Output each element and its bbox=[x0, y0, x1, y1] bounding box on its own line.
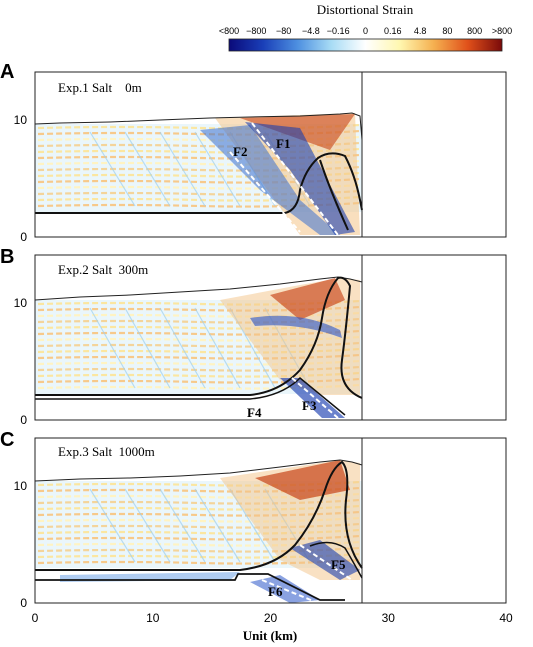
fault-label: F3 bbox=[302, 398, 317, 413]
panel-frame bbox=[34, 437, 507, 604]
x-tick-label: 30 bbox=[382, 611, 396, 625]
fault-trace bbox=[249, 394, 283, 403]
y-tick-label: 10 bbox=[14, 479, 28, 493]
fault-trace bbox=[261, 579, 319, 603]
y-tick-label: 10 bbox=[14, 113, 28, 127]
shear-streak bbox=[89, 131, 136, 207]
x-tick-label: 40 bbox=[499, 611, 513, 625]
colorbar-tick-label: <800 bbox=[219, 26, 239, 36]
panel-letter: B bbox=[0, 246, 14, 268]
experiment-label: Exp.3 Salt 1000m bbox=[58, 444, 155, 459]
y-tick-label: 0 bbox=[20, 596, 27, 610]
panel-b: B F3 F4 Exp.2 Salt 300m 0 10 bbox=[0, 246, 507, 427]
panel-frame bbox=[34, 254, 507, 421]
shear-streak bbox=[159, 131, 206, 207]
shear-streak bbox=[124, 488, 171, 563]
shear-streak bbox=[89, 488, 136, 563]
y-tick-label: 0 bbox=[20, 413, 27, 427]
shear-band bbox=[200, 125, 340, 235]
shear-streak bbox=[159, 307, 206, 389]
shear-streak bbox=[124, 131, 171, 207]
fault-label: F2 bbox=[233, 144, 247, 159]
strain-zone bbox=[255, 460, 350, 500]
y-tick-label: 10 bbox=[14, 296, 28, 310]
x-tick-labels: 0 10 20 30 40 bbox=[32, 611, 513, 625]
panel-letter: A bbox=[0, 61, 14, 83]
salt-layer-outline bbox=[309, 541, 363, 579]
fault-trace bbox=[229, 151, 301, 233]
salt-layer-outline bbox=[35, 573, 345, 601]
x-tick-label: 10 bbox=[146, 611, 160, 625]
fault-label: F1 bbox=[276, 136, 290, 151]
fault-trace bbox=[291, 377, 339, 419]
colorbar-tick-label: −80 bbox=[276, 26, 291, 36]
fault-label: F5 bbox=[331, 557, 346, 572]
colorbar-tick-labels: <800 −800 −80 −4.8 −0.16 0 0.16 4.8 80 800 >800 bbox=[219, 26, 512, 36]
salt-layer-outline bbox=[35, 152, 363, 214]
salt-layer-outline bbox=[319, 159, 349, 231]
experiment-label: Exp.1 Salt 0m bbox=[58, 80, 142, 95]
colorbar: Distortional Strain <800 −800 −80 −4.8 −0.16… bbox=[219, 2, 512, 52]
topography-line bbox=[35, 459, 363, 482]
fault-label: F6 bbox=[268, 584, 283, 599]
panel-c: C F5 F6 Exp.3 Salt 1000m 0 10 bbox=[0, 429, 507, 610]
colorbar-tick-label: 800 bbox=[467, 26, 482, 36]
salt-layer-outline bbox=[35, 376, 346, 416]
strain-zone bbox=[270, 278, 345, 320]
colorbar-tick-label: 4.8 bbox=[414, 26, 427, 36]
topography-line bbox=[35, 112, 363, 141]
fault-label: F4 bbox=[247, 405, 262, 420]
shear-streak bbox=[159, 488, 206, 563]
shear-streak bbox=[124, 307, 171, 389]
shear-band bbox=[250, 315, 342, 338]
panel-a-section: F1 F2 bbox=[35, 112, 363, 236]
x-tick-label: 20 bbox=[264, 611, 278, 625]
panel-b-section: F3 F4 bbox=[35, 276, 363, 420]
colorbar-tick-label: 0 bbox=[363, 26, 368, 36]
experiment-label: Exp.2 Salt 300m bbox=[58, 262, 148, 277]
colorbar-tick-label: >800 bbox=[492, 26, 512, 36]
shear-streak bbox=[194, 307, 241, 389]
panel-frame bbox=[34, 71, 507, 238]
shear-streak bbox=[194, 131, 241, 207]
salt-layer-outline bbox=[35, 460, 363, 571]
colorbar-tick-label: −0.16 bbox=[327, 26, 350, 36]
colorbar-tick-label: 0.16 bbox=[384, 26, 402, 36]
colorbar-tick-label: −800 bbox=[246, 26, 266, 36]
salt-layer-outline bbox=[35, 276, 363, 399]
x-axis: 0 10 20 30 40 Unit (km) bbox=[32, 611, 513, 643]
panel-a: A F1 F2 Exp.1 Salt 0m 0 10 bbox=[0, 61, 507, 244]
shear-streak bbox=[89, 307, 136, 389]
fault-trace bbox=[299, 544, 353, 581]
colorbar-tick-label: 80 bbox=[442, 26, 452, 36]
shear-streak bbox=[194, 488, 241, 563]
colorbar-tick-label: −4.8 bbox=[302, 26, 320, 36]
colorbar-bar bbox=[228, 38, 503, 52]
y-tick-label: 0 bbox=[20, 230, 27, 244]
panel-letter: C bbox=[0, 429, 14, 451]
colorbar-title: Distortional Strain bbox=[317, 2, 414, 17]
shear-band bbox=[280, 378, 345, 418]
x-axis-title: Unit (km) bbox=[243, 628, 298, 643]
x-tick-label: 0 bbox=[32, 611, 39, 625]
panel-c-section: F5 F6 bbox=[35, 459, 363, 603]
